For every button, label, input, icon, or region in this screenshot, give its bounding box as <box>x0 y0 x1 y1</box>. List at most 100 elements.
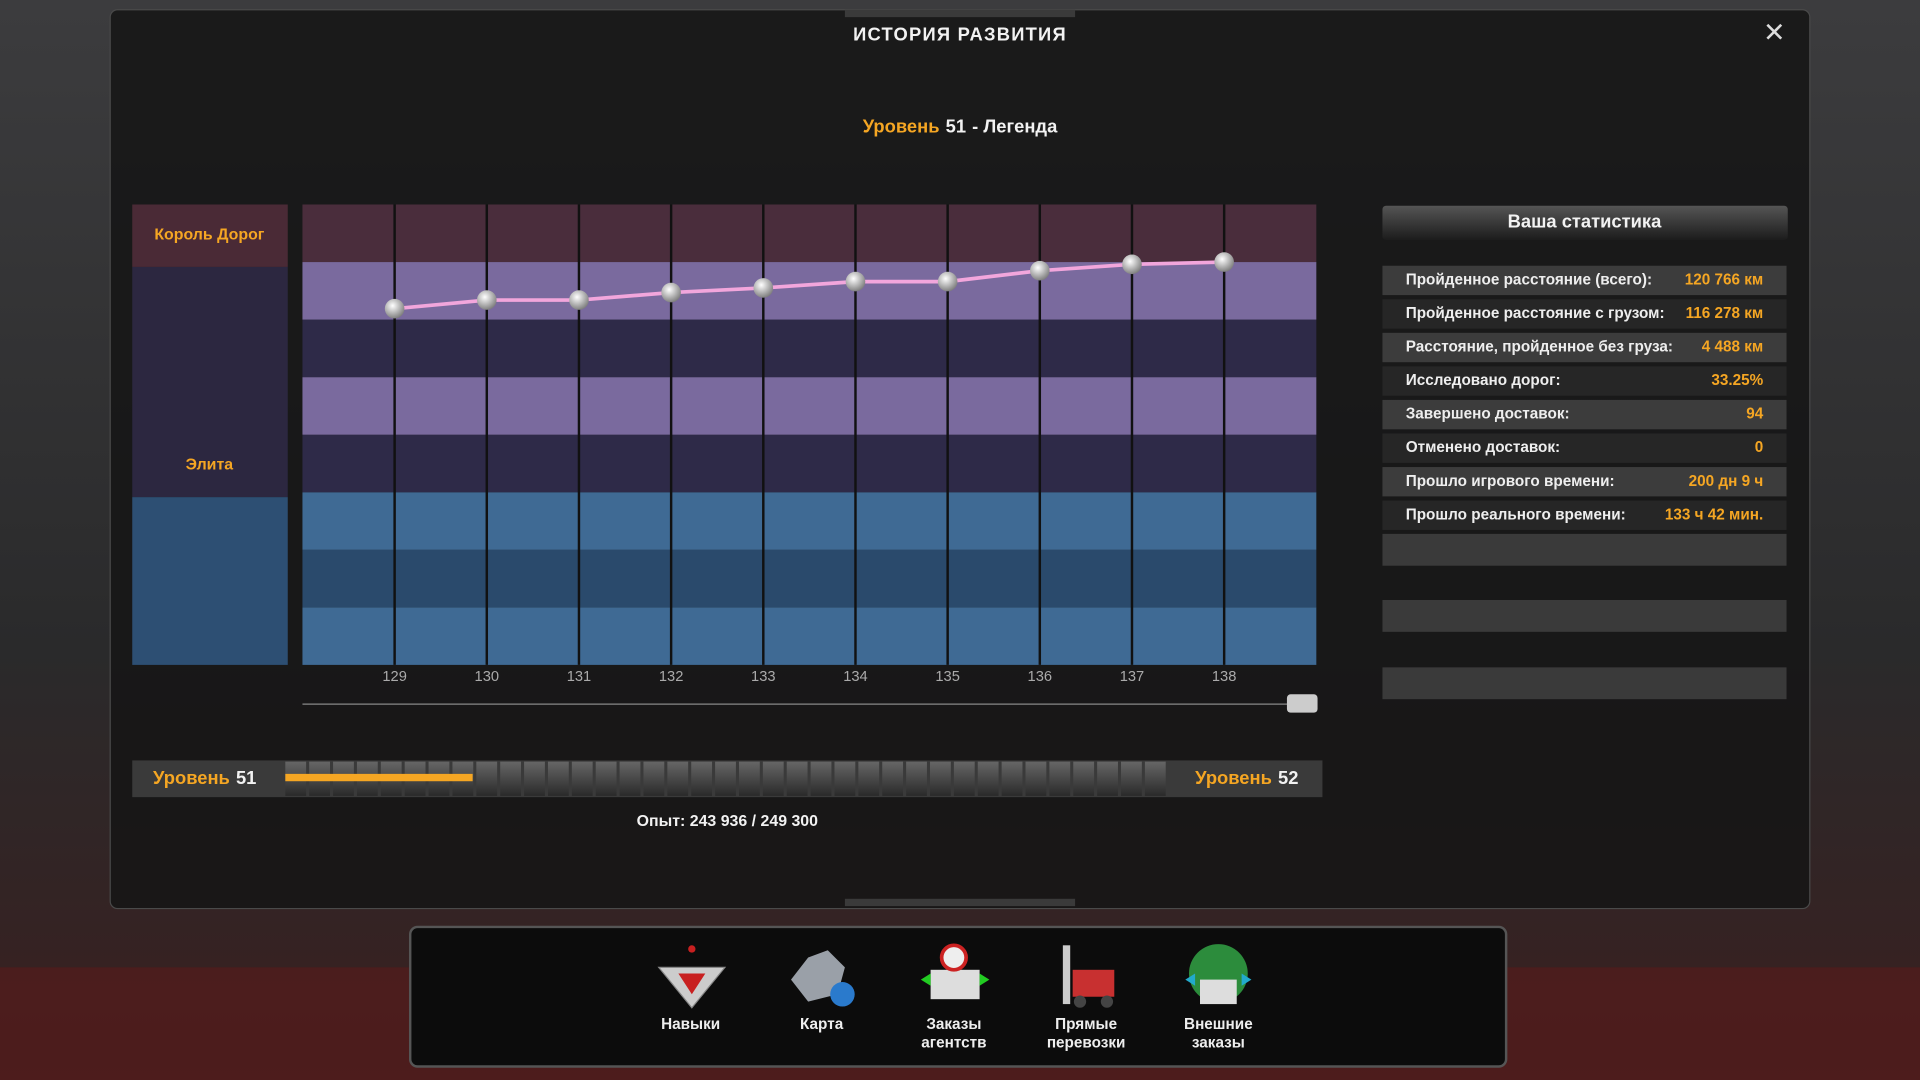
nav-label-line: Карта <box>800 1016 844 1033</box>
xp-segment <box>667 761 689 796</box>
x-tick-label: 130 <box>475 669 500 685</box>
stats-title: Ваша статистика <box>1508 211 1662 232</box>
close-button[interactable]: ✕ <box>1763 17 1786 47</box>
point <box>753 278 774 298</box>
stats-value: 33.25% <box>1711 372 1763 389</box>
xp-segment <box>476 761 498 796</box>
stats-label: Завершено доставок: <box>1406 406 1570 423</box>
xp-segment <box>953 761 975 796</box>
xp-to-number: 52 <box>1278 767 1298 788</box>
point <box>1214 252 1234 272</box>
x-tick-label: 134 <box>843 669 868 685</box>
nav-label-line: агентств <box>921 1034 986 1051</box>
band <box>302 492 1317 550</box>
stats-empty-row <box>1382 600 1787 632</box>
history-chart: Король Дорог Элита 129 130 131 132 133 134 135… <box>132 204 1317 685</box>
xp-segment <box>1073 761 1095 796</box>
stats-row <box>1382 332 1787 363</box>
xp-segment <box>858 761 880 796</box>
xp-segment <box>500 761 522 796</box>
xp-segment <box>762 761 784 796</box>
band <box>302 319 1317 378</box>
icon-map <box>791 950 855 1007</box>
stats-value: 116 278 км <box>1686 305 1764 322</box>
nav-label[interactable]: Прямые перевозки <box>1047 1016 1126 1051</box>
x-tick-label: 131 <box>567 669 592 685</box>
xp-segment <box>834 761 856 796</box>
xp-from: Уровень 51 <box>153 767 256 788</box>
nav-label[interactable]: Карта <box>800 1016 844 1033</box>
icon-external <box>1185 944 1252 1005</box>
stats-value: 133 ч 42 мин. <box>1665 506 1763 523</box>
stats-value: 200 дн 9 ч <box>1689 473 1764 490</box>
x-tick-label: 137 <box>1120 669 1145 685</box>
band <box>302 434 1317 493</box>
band <box>302 204 1317 263</box>
xp-to-word: Уровень <box>1195 767 1272 788</box>
x-tick-label: 135 <box>935 669 960 685</box>
xp-segment <box>1097 761 1118 796</box>
stats-empty-row <box>1382 667 1787 700</box>
xp-segment <box>643 761 665 796</box>
dialog-tab <box>844 9 1076 18</box>
x-tick-label: 129 <box>382 669 407 685</box>
xp-segment <box>715 761 736 796</box>
point <box>937 271 958 292</box>
band <box>302 262 1317 320</box>
nav-label-line: Прямые <box>1055 1016 1117 1033</box>
nav-label[interactable]: Заказы агентств <box>921 1016 986 1051</box>
point <box>476 290 497 310</box>
nav-label-line: Заказы <box>926 1016 981 1033</box>
scroll-handle[interactable] <box>1286 694 1318 713</box>
xp-segment <box>619 761 641 796</box>
stats-panel: Ваша статистика Пройденное расстояние (в… <box>1382 205 1788 700</box>
stats-row <box>1382 433 1787 463</box>
xp-segment <box>977 761 999 796</box>
point <box>661 282 681 303</box>
icon-skills <box>657 945 727 1009</box>
point <box>1030 260 1050 281</box>
series-line <box>394 260 1225 311</box>
nav-label[interactable]: Навыки <box>661 1016 720 1033</box>
dialog-title: ИСТОРИЯ РАЗВИТИЯ <box>853 23 1067 44</box>
stats-label: Исследовано дорог: <box>1406 372 1561 389</box>
xp-segment <box>786 761 808 796</box>
nav-label-line: Внешние <box>1184 1016 1253 1033</box>
stats-value: 120 766 км <box>1685 271 1764 288</box>
xp-segment <box>1144 761 1166 796</box>
stats-row <box>1382 299 1787 329</box>
level-number: 51 <box>946 115 966 136</box>
xp-segment <box>1001 761 1023 796</box>
xp-segment <box>882 761 904 796</box>
nav-label-line: заказы <box>1192 1034 1245 1051</box>
band-side <box>132 497 288 665</box>
level-heading: Уровень 51 - Легенда <box>863 115 1058 136</box>
x-tick-label: 138 <box>1212 669 1237 685</box>
xp-text: Опыт: 243 936 / 249 300 <box>637 813 818 830</box>
xp-segment <box>524 761 545 796</box>
xp-segment <box>595 761 617 796</box>
xp-segment <box>547 761 569 796</box>
xp-segment <box>1121 761 1142 796</box>
stats-row <box>1382 366 1787 396</box>
xp-bar: Уровень 51 Уровень 52 Опыт: 243 936 / 249 … <box>132 760 1323 830</box>
dialog-tab <box>844 898 1076 907</box>
point <box>845 271 866 292</box>
point <box>1122 254 1142 275</box>
xp-segment <box>930 761 951 796</box>
level-rank: - Легенда <box>972 115 1058 136</box>
x-tick-label: 132 <box>659 669 684 685</box>
nav-label-line: перевозки <box>1047 1034 1126 1051</box>
point <box>384 298 405 319</box>
nav-label[interactable]: Внешние заказы <box>1184 1016 1253 1051</box>
point <box>569 290 589 310</box>
xp-progress <box>285 773 473 782</box>
band-label: Элита <box>186 457 234 474</box>
stats-label: Расстояние, пройденное без груза: <box>1406 339 1673 356</box>
xp-segment <box>906 761 927 796</box>
stats-row <box>1382 500 1787 530</box>
level-word: Уровень <box>863 115 940 136</box>
xp-to: Уровень 52 <box>1195 767 1298 788</box>
